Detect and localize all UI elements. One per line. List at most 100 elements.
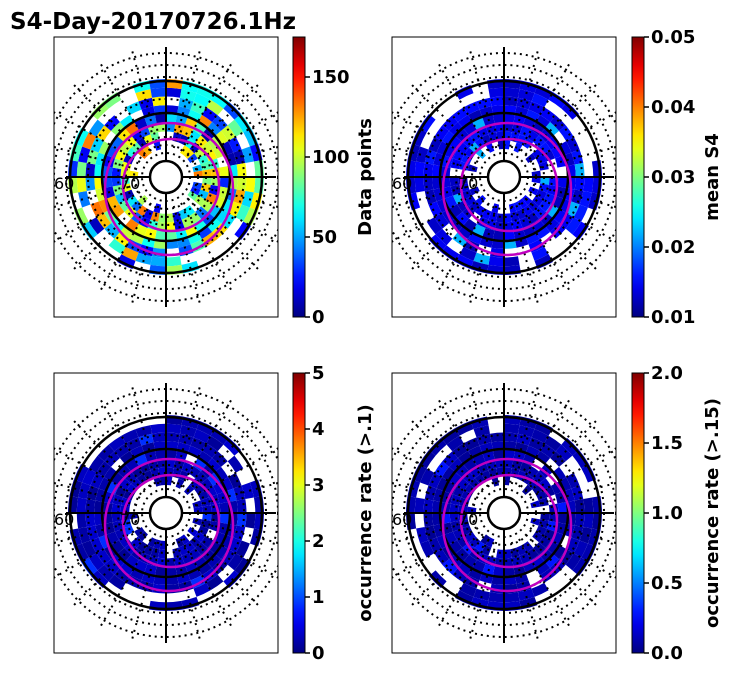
data-cell xyxy=(194,531,206,543)
data-cell xyxy=(566,136,580,153)
radial-line-dotted xyxy=(100,63,152,152)
data-cell xyxy=(136,205,148,217)
data-cell xyxy=(106,145,119,159)
lat-label-60: 60 xyxy=(54,510,74,529)
data-cell xyxy=(574,499,585,513)
data-cell xyxy=(511,219,523,231)
radial-line-dotted xyxy=(191,447,278,499)
data-cell xyxy=(572,221,589,240)
data-cell xyxy=(504,140,511,150)
radial-line-dotted xyxy=(131,541,160,639)
colorbar-tick-label: 2.0 xyxy=(651,363,683,384)
data-cell xyxy=(150,87,166,98)
data-cell xyxy=(175,537,185,548)
data-cell xyxy=(552,208,567,224)
radial-line-dotted xyxy=(186,533,259,606)
data-cell xyxy=(214,208,229,224)
data-cell xyxy=(522,541,534,553)
data-cell xyxy=(504,114,515,124)
colorbar-tick-label: 5 xyxy=(312,363,325,384)
data-cell xyxy=(119,114,135,129)
data-cell xyxy=(104,115,120,131)
data-cell xyxy=(444,145,457,159)
data-cell xyxy=(228,472,242,489)
data-cell xyxy=(551,481,564,495)
data-cell xyxy=(219,177,229,188)
data-cell xyxy=(235,540,250,558)
data-cell xyxy=(112,158,124,170)
data-cell xyxy=(579,527,592,544)
data-cell xyxy=(452,568,469,583)
data-cell xyxy=(434,461,449,478)
data-cell xyxy=(166,114,177,124)
data-cell xyxy=(579,191,592,208)
oval-outer xyxy=(441,121,573,257)
data-cell xyxy=(457,535,470,548)
data-cell xyxy=(137,195,148,206)
data-cell xyxy=(557,513,567,524)
oval-inner xyxy=(459,137,559,233)
radial-line-dotted xyxy=(510,541,539,639)
data-cell xyxy=(450,184,462,196)
data-cell xyxy=(504,423,520,434)
data-cell xyxy=(444,195,457,209)
data-cell xyxy=(121,246,139,261)
radial-line-dotted xyxy=(100,538,152,627)
data-cell xyxy=(516,208,527,220)
data-cell xyxy=(184,541,196,553)
data-cell xyxy=(166,230,177,240)
data-cell xyxy=(125,101,142,115)
radial-line-dotted xyxy=(194,481,278,507)
data-cell xyxy=(459,582,477,597)
data-cell xyxy=(88,455,105,473)
data-cell xyxy=(173,123,185,135)
data-cell xyxy=(188,466,201,479)
data-cell xyxy=(546,520,558,532)
data-cell xyxy=(469,130,482,143)
data-cell xyxy=(97,564,115,582)
data-cell xyxy=(206,122,221,137)
colorbar-tick-label: 0.02 xyxy=(651,237,695,258)
data-cell xyxy=(158,549,166,559)
data-cell xyxy=(96,212,111,229)
data-cell xyxy=(532,531,544,543)
data-cell xyxy=(572,557,589,576)
figure-title: S4-Day-20170726.1Hz xyxy=(10,9,296,35)
data-cell xyxy=(444,481,457,495)
data-cell xyxy=(166,432,180,443)
data-cell xyxy=(538,161,549,171)
data-cell xyxy=(235,204,250,222)
data-cell xyxy=(228,136,242,153)
data-cell xyxy=(516,97,532,110)
data-cell xyxy=(78,146,91,163)
data-cell xyxy=(488,87,504,98)
data-cell xyxy=(457,114,473,129)
oval-inner xyxy=(121,137,221,233)
data-cell xyxy=(544,122,559,137)
radial-line-dotted xyxy=(438,63,490,152)
data-cell xyxy=(504,96,518,107)
data-cell xyxy=(227,553,244,571)
data-cell xyxy=(114,568,131,583)
data-cell xyxy=(123,154,135,165)
data-cell xyxy=(559,125,574,142)
data-cell xyxy=(197,189,209,200)
data-cell xyxy=(535,490,547,501)
radial-line-dotted xyxy=(186,420,259,493)
data-cell xyxy=(572,450,589,469)
radial-line-dotted xyxy=(54,111,141,163)
radial-line-dotted xyxy=(194,145,278,171)
data-cell xyxy=(474,205,486,217)
data-cell xyxy=(475,148,486,159)
radial-line-dotted xyxy=(518,63,570,152)
data-cell xyxy=(461,189,473,200)
data-cell xyxy=(571,485,584,501)
data-cell xyxy=(88,119,105,137)
data-cell xyxy=(76,161,87,177)
data-cell xyxy=(573,540,588,558)
data-cell xyxy=(236,177,247,191)
radial-line-dotted xyxy=(392,447,479,499)
data-cell xyxy=(442,559,458,575)
data-cell xyxy=(557,502,567,513)
radial-line-dotted xyxy=(172,205,201,303)
